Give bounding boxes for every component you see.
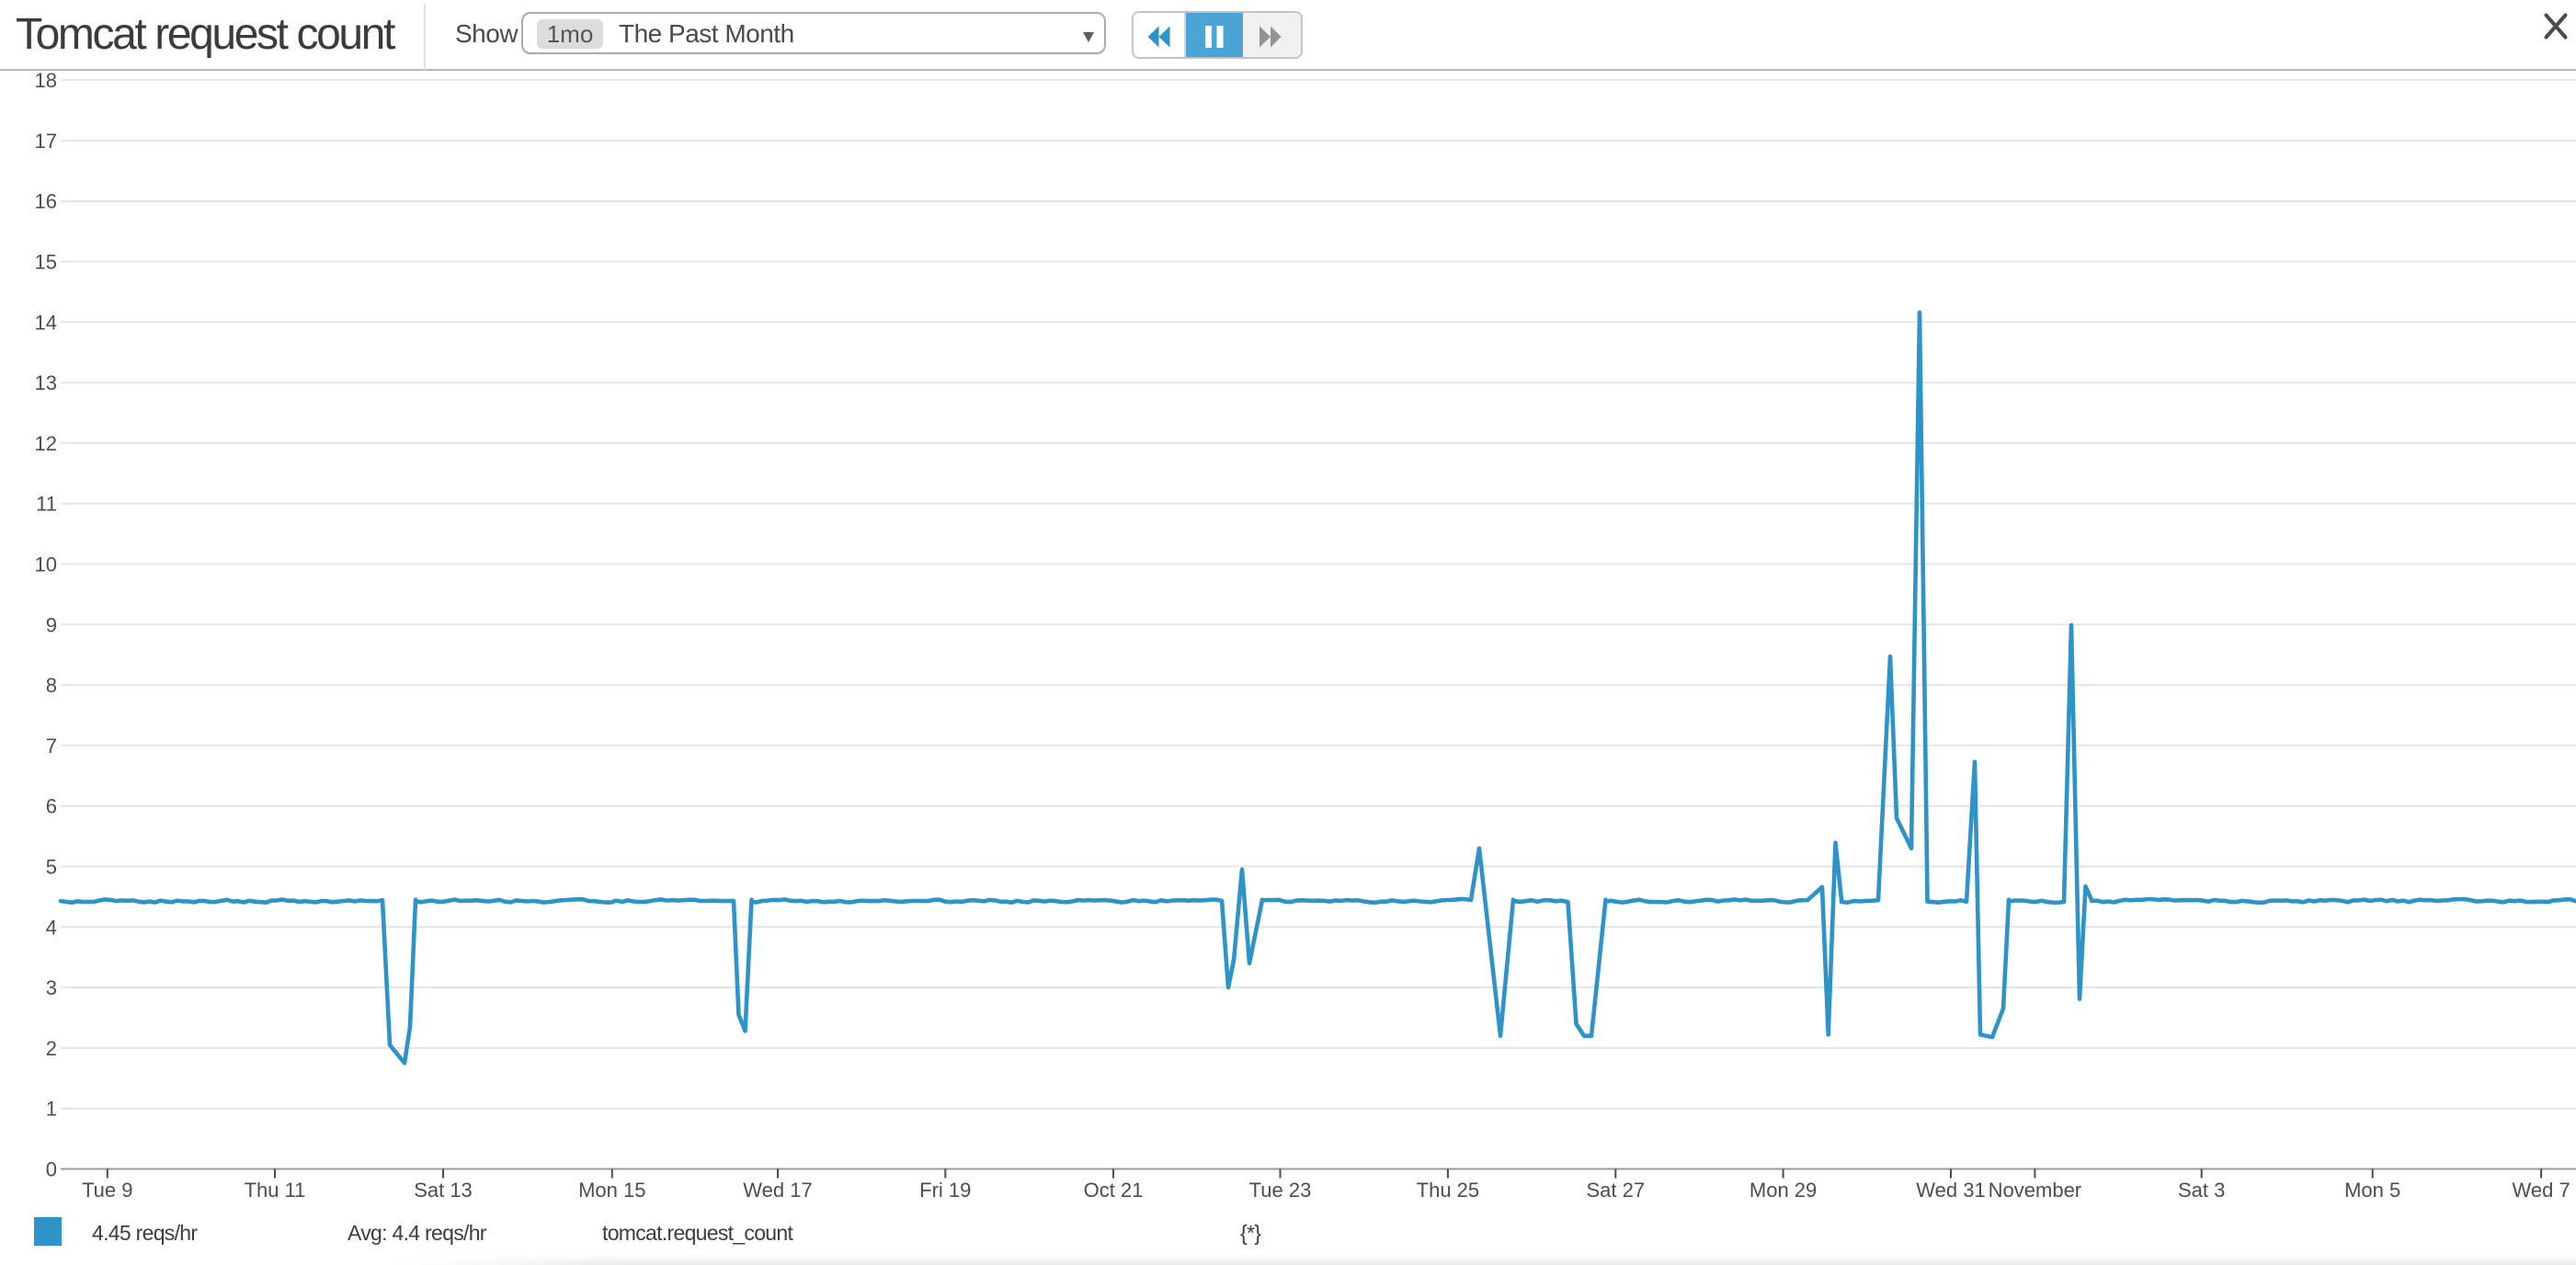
svg-text:Thu 25: Thu 25 <box>1417 1179 1480 1202</box>
svg-text:17: 17 <box>35 130 57 153</box>
svg-text:16: 16 <box>35 190 57 213</box>
svg-text:2: 2 <box>46 1037 57 1060</box>
svg-text:Tue 23: Tue 23 <box>1249 1179 1312 1202</box>
svg-text:Mon 15: Mon 15 <box>578 1179 645 1202</box>
svg-text:1: 1 <box>46 1098 57 1121</box>
svg-text:8: 8 <box>46 674 57 697</box>
svg-text:12: 12 <box>35 432 57 455</box>
svg-text:13: 13 <box>35 371 57 394</box>
svg-text:Sat 13: Sat 13 <box>414 1179 473 1202</box>
svg-text:14: 14 <box>35 311 57 334</box>
svg-text:9: 9 <box>46 613 57 636</box>
svg-text:Mon 5: Mon 5 <box>2344 1179 2400 1202</box>
svg-text:Tue 9: Tue 9 <box>82 1179 132 1202</box>
svg-text:0: 0 <box>46 1158 57 1181</box>
svg-text:5: 5 <box>46 856 57 879</box>
svg-text:Mon 29: Mon 29 <box>1750 1179 1817 1202</box>
svg-text:6: 6 <box>46 795 57 818</box>
svg-text:Thu 11: Thu 11 <box>245 1179 306 1202</box>
svg-text:Wed 17: Wed 17 <box>743 1179 812 1202</box>
svg-text:15: 15 <box>35 251 57 274</box>
svg-text:Oct 21: Oct 21 <box>1084 1179 1144 1202</box>
svg-text:Sat 27: Sat 27 <box>1586 1179 1645 1202</box>
svg-text:Sat 3: Sat 3 <box>2178 1179 2225 1202</box>
svg-text:Wed 7: Wed 7 <box>2513 1179 2570 1202</box>
svg-text:November: November <box>1989 1179 2081 1202</box>
svg-text:7: 7 <box>46 735 57 758</box>
svg-text:3: 3 <box>46 976 57 999</box>
svg-text:Wed 31: Wed 31 <box>1916 1179 1985 1202</box>
svg-text:18: 18 <box>35 69 57 92</box>
svg-text:10: 10 <box>35 553 57 576</box>
svg-text:Fri 19: Fri 19 <box>919 1179 971 1202</box>
svg-text:11: 11 <box>36 493 57 516</box>
svg-text:4: 4 <box>46 916 57 939</box>
